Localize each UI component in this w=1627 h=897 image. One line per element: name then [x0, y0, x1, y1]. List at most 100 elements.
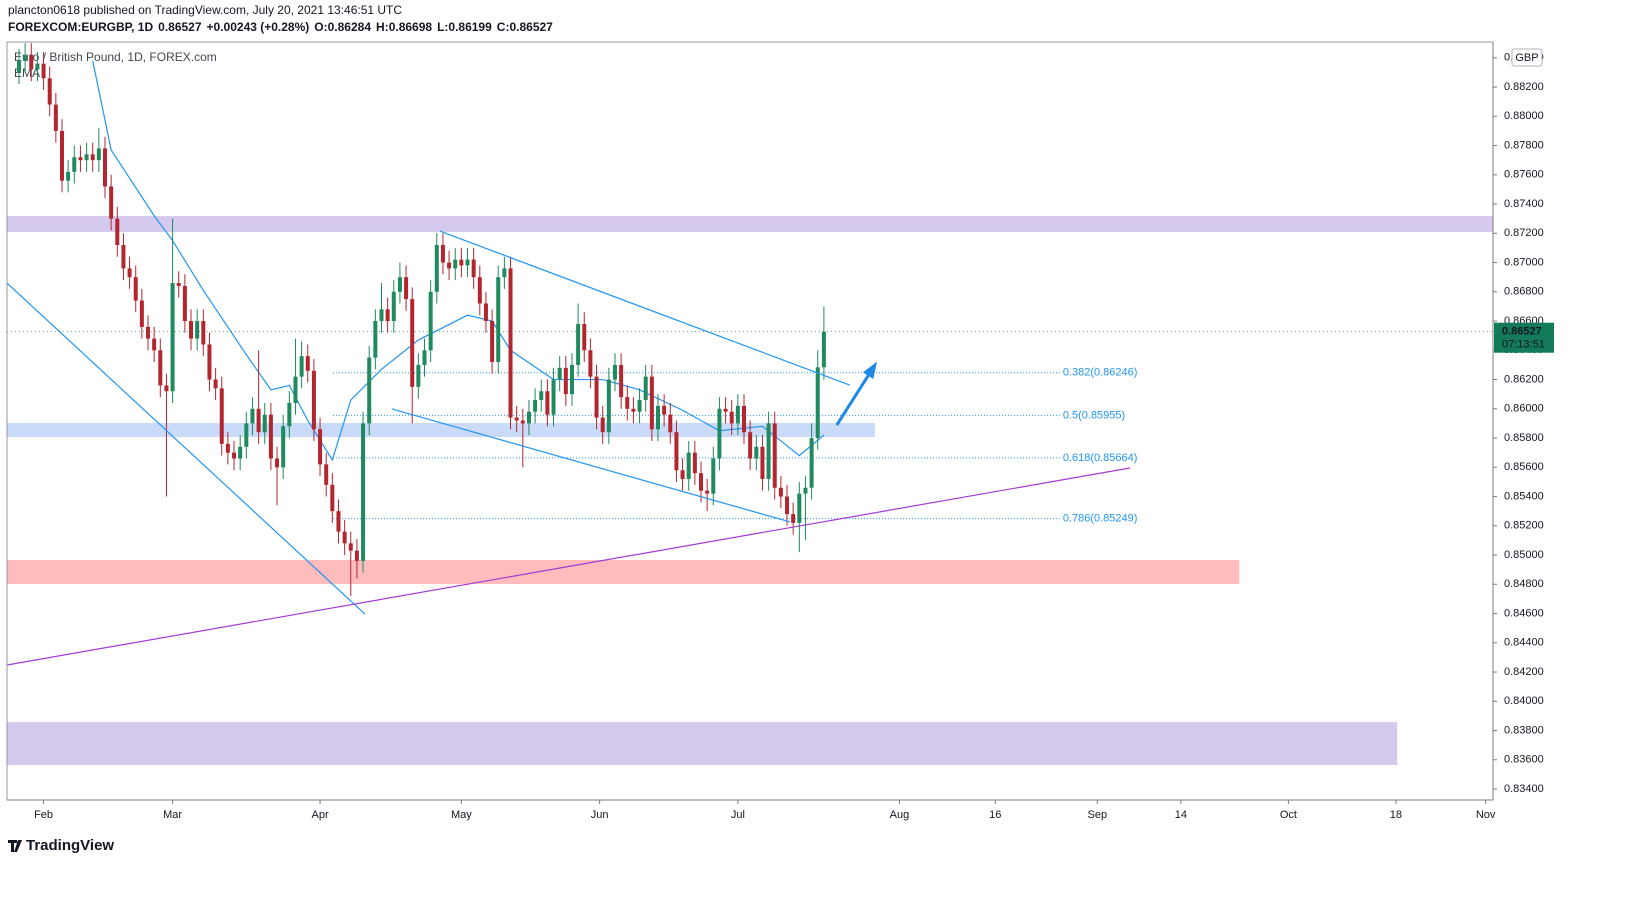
- candle-body: [121, 244, 126, 269]
- candle-body: [244, 423, 249, 447]
- candle-body: [336, 511, 341, 532]
- candle-body: [232, 452, 237, 459]
- candle-body: [96, 148, 101, 161]
- brand-name: TradingView: [26, 837, 114, 854]
- candle-body: [176, 283, 181, 286]
- candle-body: [477, 277, 482, 304]
- candle-body: [428, 291, 433, 351]
- candle-body: [447, 262, 452, 269]
- candle-body: [133, 277, 138, 301]
- fib-label: 0.618(0.85664): [1063, 452, 1138, 464]
- y-tick-label: 0.84000: [1504, 695, 1544, 707]
- candle-body: [600, 417, 605, 433]
- x-tick-label: Feb: [34, 809, 53, 821]
- symbol-line: FOREXCOM:EURGBP, 1D 0.86527 +0.00243 (+0.2…: [8, 20, 553, 34]
- y-tick-label: 0.85800: [1504, 432, 1544, 444]
- candle-body: [84, 154, 89, 161]
- candle-body: [127, 268, 132, 278]
- candle-body: [766, 423, 771, 479]
- zone: [7, 216, 1493, 232]
- candle-body: [164, 385, 169, 392]
- candle-body: [422, 350, 427, 365]
- candle-body: [78, 157, 83, 161]
- candle-body: [90, 154, 95, 161]
- candle-body: [754, 446, 759, 459]
- candle-body: [434, 244, 439, 292]
- candle-body: [711, 458, 716, 494]
- candle-body: [465, 259, 470, 266]
- candle-body: [305, 356, 310, 371]
- candle-body: [680, 470, 685, 479]
- candle-body: [410, 299, 415, 387]
- symbol-part: +0.00243 (+0.28%): [207, 20, 310, 34]
- candle-body: [373, 321, 378, 358]
- candle-body: [182, 285, 187, 322]
- candle-body: [361, 423, 366, 561]
- candle-body: [655, 405, 660, 430]
- candle-body: [612, 364, 617, 380]
- y-tick-label: 0.87800: [1504, 139, 1544, 151]
- arrow-head: [862, 361, 878, 379]
- x-tick-label: Apr: [311, 809, 328, 821]
- y-tick-label: 0.87400: [1504, 198, 1544, 210]
- symbol-part: 0.86527: [509, 20, 553, 34]
- candle-body: [318, 429, 323, 465]
- candle-body: [569, 364, 574, 395]
- candle-body: [195, 321, 200, 339]
- candle-body: [47, 78, 52, 105]
- candle-body: [760, 446, 765, 479]
- y-tick-label: 0.87000: [1504, 256, 1544, 268]
- candle-body: [367, 357, 372, 424]
- x-tick-label: Sep: [1088, 809, 1108, 821]
- candle-body: [109, 186, 114, 219]
- x-tick-label: Nov: [1476, 809, 1496, 821]
- candle-body: [262, 414, 267, 433]
- candle-body: [526, 411, 531, 424]
- y-tick-label: 0.86000: [1504, 403, 1544, 415]
- candle-body: [483, 303, 488, 322]
- plot-area: Euro / British Pound, 1D, FOREX.com EMA …: [7, 43, 1493, 766]
- symbol-part: O:: [314, 20, 327, 34]
- candle-body: [496, 277, 501, 362]
- x-tick-label: Aug: [890, 809, 910, 821]
- x-tick-label: Oct: [1280, 809, 1297, 821]
- candle-body: [490, 321, 495, 362]
- candle-body: [16, 60, 21, 73]
- candle-body: [821, 331, 826, 368]
- candle-body: [815, 367, 820, 439]
- candle-body: [785, 496, 790, 515]
- candle-body: [563, 367, 568, 395]
- ema-line: [92, 60, 825, 462]
- symbol-part: 0.86698: [389, 20, 433, 34]
- y-tick-label: 0.88000: [1504, 110, 1544, 122]
- candle-body: [115, 218, 120, 245]
- candle-body: [281, 426, 286, 468]
- candle-body: [354, 550, 359, 561]
- x-tick-label: May: [451, 809, 472, 821]
- y-tick-label: 0.85200: [1504, 520, 1544, 532]
- candle-body: [35, 63, 40, 70]
- currency-label: GBP: [1515, 52, 1538, 64]
- trend-line: [391, 408, 791, 523]
- candle-body: [637, 400, 642, 412]
- candle-body: [404, 277, 409, 300]
- candle-body: [631, 408, 636, 412]
- candle-body: [619, 364, 624, 398]
- y-tick-label: 0.85400: [1504, 490, 1544, 502]
- candle-body: [459, 259, 464, 266]
- candle-body: [778, 487, 783, 497]
- y-tick-label: 0.83400: [1504, 783, 1544, 795]
- candle-body: [256, 408, 261, 433]
- y-tick-label: 0.83800: [1504, 724, 1544, 736]
- candle-body: [41, 63, 46, 79]
- candle-body: [416, 364, 421, 387]
- candle-body: [158, 350, 163, 386]
- candle-body: [514, 417, 519, 421]
- candle-body: [539, 391, 544, 401]
- candle-body: [385, 309, 390, 322]
- candle-body: [662, 405, 667, 415]
- candle-body: [698, 473, 703, 491]
- y-tick-label: 0.87600: [1504, 169, 1544, 181]
- candle-body: [189, 321, 194, 339]
